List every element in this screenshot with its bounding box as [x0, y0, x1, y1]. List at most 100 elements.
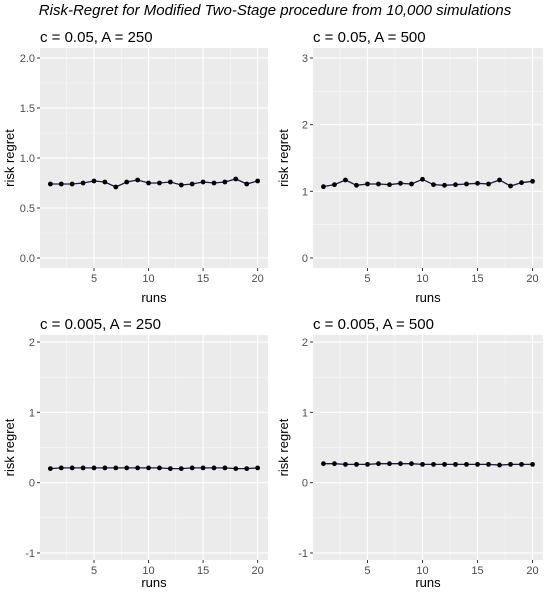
panel-2-data-point	[376, 181, 381, 187]
panel-1-x-tick-label: 10	[142, 273, 154, 285]
panel-1-y-axis-label: risk regret	[2, 129, 17, 187]
panel-1-data-point	[211, 180, 217, 186]
panel-4-y-tick-label: 0	[302, 478, 308, 490]
panel-2-data-point	[409, 181, 414, 187]
panel-4-data-point	[508, 461, 513, 467]
panel-4-x-tick-label: 10	[416, 565, 428, 577]
panel-2-x-tick-label: 15	[471, 273, 483, 285]
panel-3-x-tick-label: 5	[91, 565, 97, 577]
panel-1-data-point	[135, 177, 141, 183]
panel-1-x-axis-label: runs	[141, 290, 167, 305]
panel-2-data-point	[398, 180, 403, 186]
panel-1-data-point	[167, 179, 173, 185]
panel-1-data-point	[255, 178, 261, 184]
panel-1-data-point	[102, 179, 108, 185]
panel-1-data-point	[91, 178, 97, 184]
panel-4-data-point	[354, 461, 359, 467]
panel-4-data-point	[442, 461, 447, 467]
panel-3-y-tick-label: 1	[29, 407, 35, 419]
panel-3-data-point	[157, 465, 162, 471]
panel-2-data-point	[486, 181, 491, 187]
panel-2-x-tick-label: 10	[416, 273, 428, 285]
panel-3-data-point	[124, 465, 130, 471]
panel-2-data-point	[519, 180, 524, 186]
panel-4-data-point	[497, 462, 502, 468]
panel-1-data-point	[244, 181, 250, 187]
panel-3-data-point	[146, 465, 151, 471]
panel-3-data-point	[255, 465, 261, 471]
panel-3-data-point	[189, 465, 195, 471]
panel-2-data-point	[442, 182, 447, 188]
panel-4-y-tick-label: 1	[302, 407, 308, 419]
panel-2-title: c = 0.05, A = 500	[313, 29, 426, 46]
panel-4-data-point	[475, 461, 480, 467]
panel-2-x-tick-label: 5	[364, 273, 370, 285]
panel-3-data-point	[69, 465, 75, 471]
panel-2-x-tick-label: 20	[526, 273, 538, 285]
panel-4-x-tick-label: 20	[526, 565, 538, 577]
panel-3-x-tick-label: 20	[252, 565, 264, 577]
panel-2-y-tick-label: 1	[302, 186, 308, 198]
panel-3-title: c = 0.005, A = 250	[40, 316, 161, 333]
panel-2-data-point	[497, 177, 502, 183]
panel-4-data-point	[321, 461, 326, 467]
panel-1-data-point	[189, 181, 195, 187]
panel-2-y-tick-label: 2	[302, 120, 308, 132]
panel-4-y-tick-label: -1	[298, 548, 308, 560]
panel-2-data-point	[464, 181, 469, 187]
panel-3-data-point	[211, 465, 217, 471]
panel-3-x-tick-label: 15	[197, 565, 209, 577]
panel-1-data-point	[200, 179, 206, 185]
panel-3-y-tick-label: 2	[29, 337, 35, 349]
panel-1-data-point	[80, 180, 86, 186]
panel-4-data-point	[530, 461, 535, 467]
panel-3-data-point	[102, 465, 108, 471]
panel-1-x-tick-label: 20	[252, 273, 264, 285]
panel-2-data-point	[420, 176, 425, 182]
panel-4-data-point	[332, 461, 337, 467]
panel-4-data-point	[398, 461, 403, 467]
panel-3-y-tick-label: -1	[25, 548, 35, 560]
panel-4-x-axis-label: runs	[415, 575, 441, 590]
panel-4-data-point	[343, 461, 348, 467]
panel-1-data-point	[124, 179, 130, 185]
panel-1-x-tick-label: 15	[197, 273, 209, 285]
panel-1-y-tick-label: 0.0	[20, 253, 35, 265]
panel-4-data-point	[387, 461, 392, 467]
panel-4-data-point	[453, 461, 458, 467]
panel-1-data-point	[157, 180, 162, 186]
panel-2-data-point	[530, 178, 535, 184]
panel-3-y-axis-label: risk regret	[2, 418, 17, 476]
panel-4-data-point	[365, 461, 370, 467]
panel-3-data-point	[244, 466, 250, 471]
panel-2-data-point	[387, 182, 392, 188]
panel-2-data-point	[332, 182, 337, 188]
panel-1-data-point	[47, 181, 53, 187]
panel-3-data-point	[222, 465, 228, 471]
panel-1-data-point	[146, 180, 151, 186]
panel-1-x-tick-label: 5	[91, 273, 97, 285]
panel-2-data-point	[343, 177, 348, 183]
panel-4-data-point	[464, 461, 469, 467]
panel-1-data-point	[233, 176, 239, 182]
panel-4-data-point	[409, 461, 414, 467]
panel-4-data-point	[519, 461, 524, 467]
panel-1-title: c = 0.05, A = 250	[40, 29, 153, 46]
panel-2-data-point	[321, 184, 326, 190]
panel-4-data-point	[420, 461, 425, 467]
panel-3-data-point	[80, 465, 86, 471]
panel-1-y-tick-label: 1.5	[20, 103, 35, 115]
panel-2-x-axis-label: runs	[415, 290, 441, 305]
page-title: Risk-Regret for Modified Two-Stage proce…	[38, 2, 512, 19]
panel-3-data-point	[58, 465, 64, 471]
panel-3-data-point	[233, 466, 239, 471]
panel-3-data-point	[178, 466, 184, 471]
panel-3-y-tick-label: 0	[29, 478, 35, 490]
panel-3-data-point	[47, 466, 53, 471]
panel-4-x-tick-label: 5	[364, 565, 370, 577]
panel-1-data-point	[222, 179, 228, 185]
panel-2-data-point	[508, 183, 513, 189]
panel-2-y-tick-label: 0	[302, 253, 308, 265]
panel-4-title: c = 0.005, A = 500	[313, 316, 434, 333]
